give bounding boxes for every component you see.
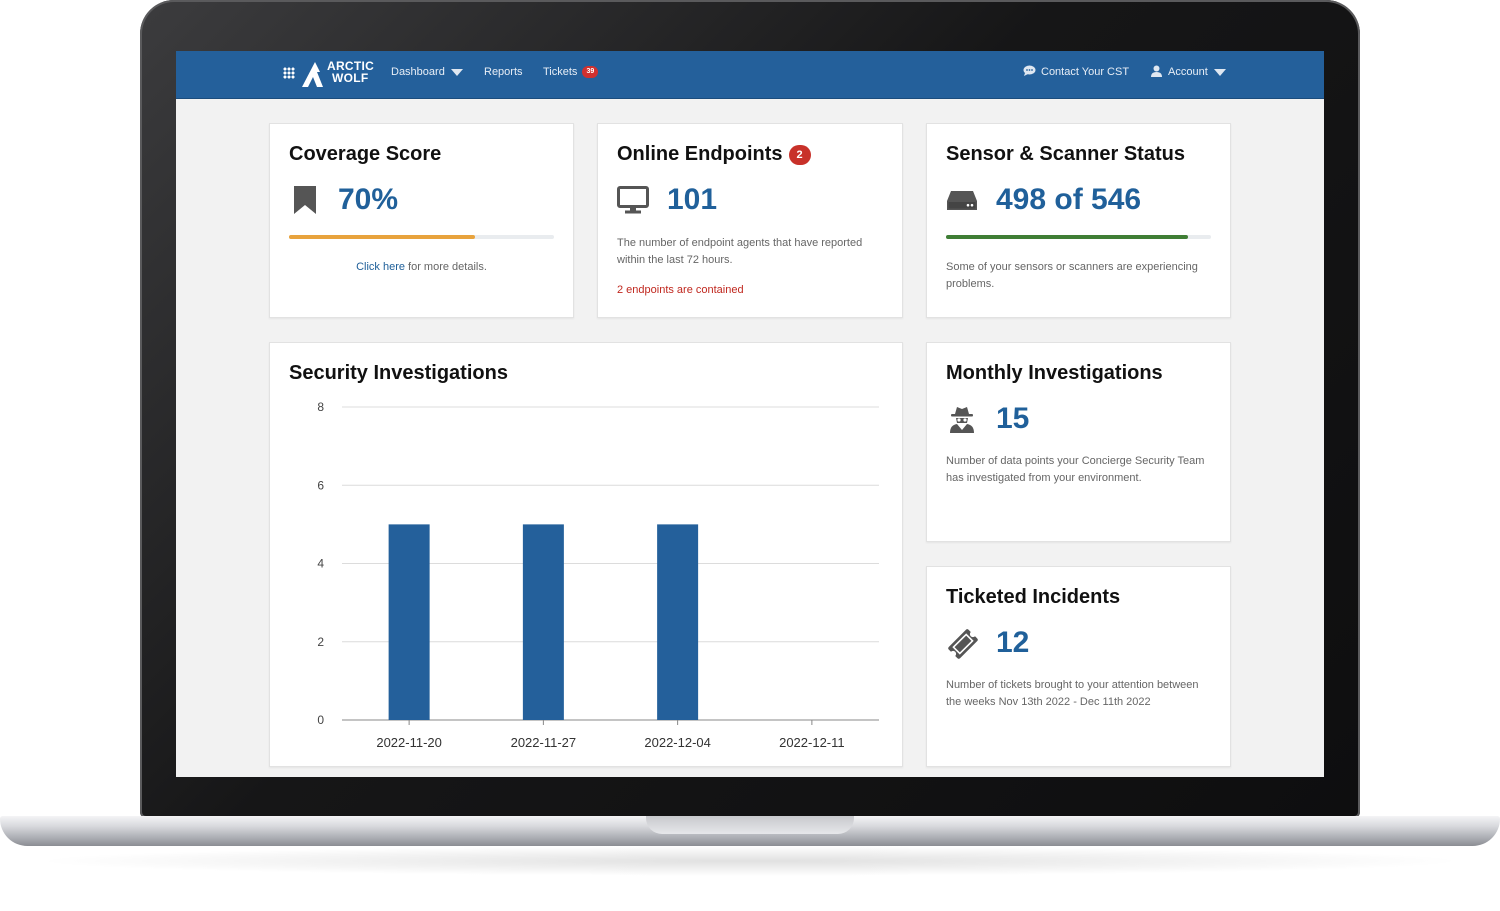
coverage-score-card: Coverage Score 70% Click here for more d… bbox=[269, 123, 574, 318]
ticketed-incidents-card: Ticketed Incidents 12 Number of tickets … bbox=[926, 566, 1231, 767]
logo-text-line2: WOLF bbox=[332, 71, 369, 85]
logo-text-line1: ARCTIC bbox=[327, 59, 375, 73]
security-investigations-title: Security Investigations bbox=[289, 362, 508, 384]
top-nav: ARCTIC WOLF Dashboard Reports Tickets 39 … bbox=[176, 51, 1324, 99]
nav-reports[interactable]: Reports bbox=[484, 65, 523, 79]
online-endpoints-title: Online Endpoints 2 bbox=[617, 142, 811, 166]
y-tick-label: 8 bbox=[317, 400, 324, 414]
sensor-status-value: 498 of 546 bbox=[996, 183, 1142, 216]
y-tick-label: 6 bbox=[317, 478, 324, 492]
sensor-status-title: Sensor & Scanner Status bbox=[946, 143, 1185, 165]
chat-bubble-icon bbox=[1023, 65, 1036, 76]
nav-tickets[interactable]: Tickets 39 bbox=[543, 65, 599, 79]
coverage-details-suffix: for more details. bbox=[404, 261, 487, 273]
coverage-score-title: Coverage Score bbox=[289, 143, 442, 165]
server-drive-icon bbox=[947, 191, 977, 210]
coverage-progress-bar bbox=[289, 235, 554, 239]
online-endpoints-value: 101 bbox=[667, 183, 718, 216]
nav-contact-label: Contact Your CST bbox=[1041, 66, 1130, 78]
arctic-wolf-logo[interactable]: ARCTIC WOLF bbox=[301, 59, 375, 89]
spy-agent-icon bbox=[950, 407, 974, 433]
security-investigations-card: Security Investigations 0 2 4 6 8 2022-11-20 2… bbox=[269, 342, 903, 767]
bookmark-icon bbox=[294, 186, 316, 214]
monitor-icon bbox=[617, 186, 649, 214]
nav-account-label: Account bbox=[1168, 66, 1208, 78]
nav-reports-label: Reports bbox=[484, 66, 523, 78]
ticket-icon bbox=[948, 629, 978, 659]
x-tick-label: 2022-11-27 bbox=[511, 735, 577, 750]
security-investigations-chart: 0 2 4 6 8 2022-11-20 2022-11-27 2022-12-04 2022-… bbox=[317, 400, 879, 750]
coverage-score-value: 70% bbox=[338, 183, 399, 216]
coverage-progress-fill bbox=[289, 235, 475, 239]
nav-tickets-label: Tickets bbox=[543, 66, 578, 78]
sensor-progress-bar bbox=[946, 235, 1211, 239]
x-tick-label: 2022-11-20 bbox=[376, 735, 442, 750]
sensor-progress-fill bbox=[946, 235, 1188, 239]
bar bbox=[657, 524, 699, 720]
online-endpoints-title-text: Online Endpoints bbox=[617, 143, 783, 165]
laptop-notch bbox=[646, 816, 854, 834]
online-endpoints-card: Online Endpoints 2 101 The number of endp… bbox=[597, 123, 903, 318]
user-icon bbox=[1151, 65, 1162, 77]
ticketed-incidents-title: Ticketed Incidents bbox=[946, 586, 1121, 608]
x-tick-label: 2022-12-04 bbox=[644, 735, 711, 750]
screen: ARCTIC WOLF Dashboard Reports Tickets 39 … bbox=[176, 51, 1324, 777]
monthly-investigations-title: Monthly Investigations bbox=[946, 362, 1163, 384]
y-tick-label: 2 bbox=[317, 635, 324, 649]
coverage-details-text: Click here for more details. bbox=[270, 259, 573, 276]
ticketed-incidents-description: Number of tickets brought to your attent… bbox=[946, 679, 1199, 708]
endpoints-contained-note[interactable]: 2 endpoints are contained bbox=[617, 284, 744, 296]
monthly-investigations-card: Monthly Investigations 15 Number of data… bbox=[926, 342, 1231, 542]
x-tick-label: 2022-12-11 bbox=[779, 735, 845, 750]
bar bbox=[388, 524, 430, 720]
nav-contact-cst[interactable]: Contact Your CST bbox=[1023, 65, 1129, 79]
monthly-investigations-value: 15 bbox=[996, 402, 1030, 435]
monthly-investigations-description: Number of data points your Concierge Sec… bbox=[946, 455, 1205, 484]
chevron-down-icon bbox=[1213, 68, 1226, 76]
nav-dashboard-label: Dashboard bbox=[391, 66, 445, 78]
bar bbox=[522, 524, 564, 720]
click-here-link[interactable]: Click here bbox=[356, 261, 405, 273]
sensor-status-description: Some of your sensors or scanners are exp… bbox=[946, 261, 1198, 290]
y-tick-label: 4 bbox=[317, 557, 324, 571]
nav-account[interactable]: Account bbox=[1151, 65, 1226, 79]
apps-grid-icon[interactable] bbox=[283, 67, 295, 79]
tickets-count-badge: 39 bbox=[582, 66, 599, 79]
chevron-down-icon bbox=[450, 68, 463, 76]
y-tick-label: 0 bbox=[317, 713, 324, 727]
ticketed-incidents-value: 12 bbox=[996, 626, 1030, 659]
sensor-scanner-status-card: Sensor & Scanner Status 498 of 546 Some … bbox=[926, 123, 1231, 318]
laptop-shadow bbox=[30, 846, 1470, 876]
endpoints-alert-badge[interactable]: 2 bbox=[788, 145, 811, 165]
nav-dashboard[interactable]: Dashboard bbox=[391, 65, 463, 79]
online-endpoints-description: The number of endpoint agents that have … bbox=[617, 237, 863, 266]
wolf-mountain-icon bbox=[302, 62, 323, 87]
